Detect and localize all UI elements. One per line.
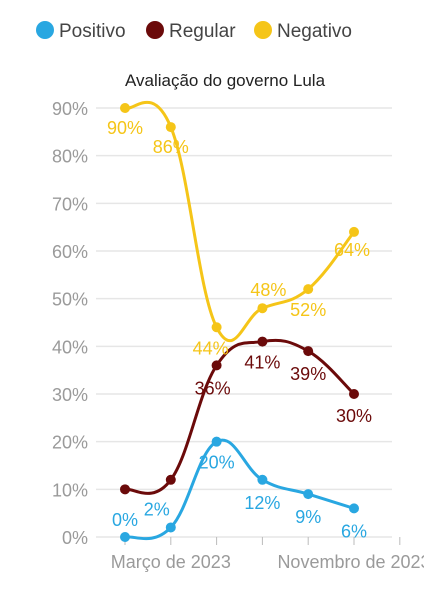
- legend-label: Regular: [169, 21, 236, 42]
- data-point-regular: [257, 336, 268, 347]
- legend-item-positivo: Positivo: [36, 21, 126, 42]
- data-point-positivo: [303, 489, 314, 500]
- data-point-positivo: [257, 474, 268, 485]
- y-tick-label: 50%: [52, 290, 88, 310]
- data-point-regular: [120, 484, 130, 495]
- y-tick-label: 90%: [52, 99, 88, 119]
- grid: [96, 107, 392, 538]
- y-tick-label: 70%: [52, 194, 88, 214]
- data-label-positivo: 20%: [199, 453, 235, 473]
- legend-label: Positivo: [59, 21, 126, 42]
- data-point-negativo: [120, 103, 130, 113]
- data-point-regular: [349, 389, 359, 399]
- y-tick-label: 20%: [52, 433, 88, 453]
- legend-item-negativo: Negativo: [254, 21, 352, 42]
- data-label-negativo: 90%: [107, 118, 143, 138]
- data-label-positivo: 6%: [341, 521, 367, 541]
- data-label-regular: 36%: [195, 378, 231, 398]
- x-tick-label: Novembro de 2023: [277, 552, 424, 572]
- data-point-positivo: [165, 522, 176, 533]
- data-label-negativo: 44%: [193, 338, 229, 358]
- data-label-negativo: 48%: [250, 280, 286, 300]
- y-tick-label: 80%: [52, 147, 88, 167]
- data-point-regular: [211, 360, 222, 371]
- data-label-negativo: 52%: [290, 300, 326, 320]
- legend-item-regular: Regular: [146, 21, 236, 42]
- y-tick-label: 0%: [62, 528, 88, 548]
- data-label-regular: 30%: [336, 406, 372, 426]
- y-tick-label: 40%: [52, 337, 88, 357]
- legend-swatch: [254, 21, 272, 39]
- data-point-positivo: [349, 503, 359, 514]
- y-tick-label: 30%: [52, 385, 88, 405]
- data-label-positivo: 12%: [244, 493, 280, 513]
- data-point-negativo: [211, 322, 222, 333]
- data-point-positivo: [211, 436, 222, 447]
- data-labels: 0% 2% 20% 12% 9% 6% 36% 41% 39% 30% 90% 86% 44% 48%52…: [107, 118, 372, 541]
- legend-label: Negativo: [277, 21, 352, 42]
- y-tick-label: 60%: [52, 242, 88, 262]
- y-axis: 0% 10% 20% 30% 40% 50% 60% 70% 80% 90%: [52, 99, 88, 548]
- data-point-positivo: [120, 532, 130, 542]
- series-points: [120, 103, 359, 542]
- series-lines: [123, 101, 356, 541]
- legend-swatch: [146, 21, 164, 39]
- data-point-regular: [303, 346, 314, 357]
- x-tick-label: Março de 2023: [111, 552, 231, 572]
- y-tick-label: 10%: [52, 480, 88, 500]
- data-point-negativo: [349, 226, 359, 237]
- data-label-negativo: 86%: [153, 137, 189, 157]
- chart-title: Avaliação do governo Lula: [125, 71, 326, 90]
- data-point-negativo: [165, 122, 176, 133]
- legend-swatch: [36, 21, 54, 39]
- data-label-positivo: 9%: [295, 507, 321, 527]
- data-point-negativo: [257, 303, 268, 314]
- data-label-regular: 41%: [244, 353, 280, 373]
- data-point-negativo: [303, 284, 314, 295]
- data-label-negativo: 64%: [334, 240, 370, 260]
- data-label-positivo: 0%: [112, 510, 138, 530]
- data-point-regular: [165, 474, 176, 485]
- legend: Positivo Regular Negativo: [36, 21, 352, 42]
- data-label-regular: 39%: [290, 364, 326, 384]
- data-label-positivo: 2%: [144, 499, 170, 519]
